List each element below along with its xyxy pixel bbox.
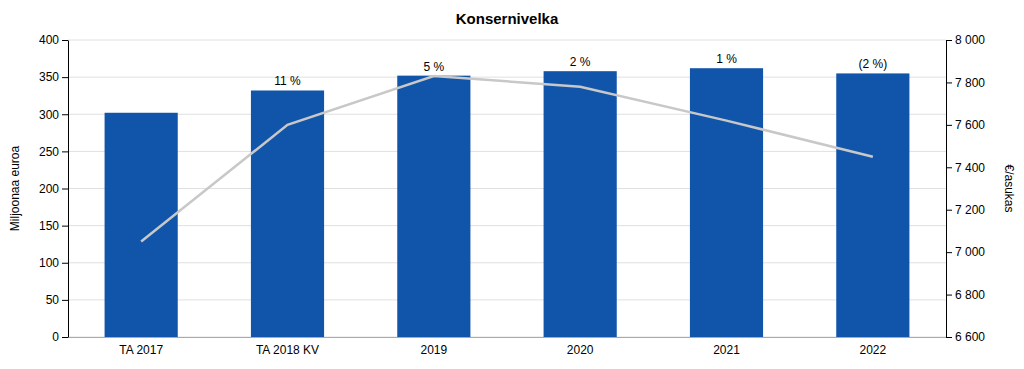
y-tick-mark	[62, 40, 68, 41]
grid-line	[68, 188, 946, 189]
y-tick-label: 300	[39, 108, 59, 122]
x-axis: TA 2017 TA 2018 KV 2019 2020 2021 2022	[69, 338, 947, 357]
y-axis-line	[68, 41, 69, 338]
bar-annotation: 1 %	[716, 52, 737, 66]
y2-tick: 7 200	[946, 203, 985, 217]
y2-tick-mark	[946, 337, 952, 338]
y2-tick-label: 6 600	[955, 330, 985, 344]
grid-line	[68, 114, 946, 115]
line	[141, 76, 873, 241]
y2-tick: 7 800	[946, 76, 985, 90]
y2-axis: 6 600 6 800 7 000 7 200 7 400 7 600 7 800 8 000	[946, 33, 985, 344]
bar	[397, 76, 470, 337]
y-tick-label: 150	[39, 219, 59, 233]
x-tick: 2021	[713, 343, 740, 357]
y2-tick-label: 8 000	[955, 33, 985, 47]
x-tick-label: TA 2018 KV	[256, 343, 319, 357]
y-tick-mark	[62, 77, 68, 78]
x-tick-label: 2021	[713, 343, 740, 357]
y2-tick-mark	[946, 167, 952, 168]
y-tick-label: 0	[52, 330, 59, 344]
title: Konsernivelka	[456, 10, 559, 27]
x-tick-label: TA 2017	[119, 343, 163, 357]
y-tick-mark	[62, 189, 68, 190]
x-tick-label: 2020	[567, 343, 594, 357]
marks	[105, 68, 910, 337]
y2-tick: 7 000	[946, 245, 985, 259]
bar	[544, 71, 617, 337]
y-tick-mark	[62, 337, 68, 338]
y-tick: 300	[39, 108, 68, 122]
y2-tick-mark	[946, 252, 952, 253]
y2-axis-line	[946, 41, 947, 338]
y-tick: 50	[46, 293, 68, 307]
y-tick-label: 250	[39, 145, 59, 159]
bar-annotation: (2 %)	[858, 57, 887, 71]
y-tick: 350	[39, 70, 68, 84]
grid-line	[68, 337, 946, 338]
y2-tick-label: 7 800	[955, 76, 985, 90]
y-tick: 100	[39, 256, 68, 270]
bar-annotation: 11 %	[274, 74, 301, 88]
bar	[251, 90, 324, 337]
grid-line	[68, 40, 946, 41]
y-tick-mark	[62, 263, 68, 264]
y2-tick-label: 7 600	[955, 118, 985, 132]
y2-tick-mark	[946, 125, 952, 126]
y2-tick-mark	[946, 295, 952, 296]
grid-line	[68, 151, 946, 152]
y2-tick: 6 600	[946, 330, 985, 344]
y2-tick-mark	[946, 82, 952, 83]
x-tick-label: 2019	[420, 343, 447, 357]
y2-tick-label: 7 000	[955, 245, 985, 259]
bar-annotation: 2 %	[570, 55, 591, 69]
y2-tick-label: 7 400	[955, 161, 985, 175]
x-tick: TA 2018 KV	[256, 343, 319, 357]
grid	[68, 40, 946, 337]
y-tick-mark	[62, 226, 68, 227]
bar	[690, 68, 763, 337]
y2-tick-mark	[946, 210, 952, 211]
y2-tick: 7 600	[946, 118, 985, 132]
bar	[836, 73, 909, 337]
y2-tick: 6 800	[946, 288, 985, 302]
y-axis: 0 50 100 150 200 250 300 350 400	[39, 33, 69, 344]
bar	[105, 113, 178, 337]
y-tick: 0	[52, 330, 68, 344]
y-tick: 400	[39, 33, 68, 47]
y2-tick-label: 7 200	[955, 203, 985, 217]
x-tick: TA 2017	[119, 343, 163, 357]
grid-line	[68, 262, 946, 263]
y-tick-label: 200	[39, 182, 59, 196]
y-tick-label: 400	[39, 33, 59, 47]
y-tick: 200	[39, 182, 68, 196]
grid-line	[68, 299, 946, 300]
x-tick: 2020	[567, 343, 594, 357]
y2-tick: 8 000	[946, 33, 985, 47]
y2-tick-label: 6 800	[955, 288, 985, 302]
y-tick-mark	[62, 114, 68, 115]
y2-tick: 7 400	[946, 161, 985, 175]
y-tick-label: 100	[39, 256, 59, 270]
y2-tick-mark	[946, 40, 952, 41]
y-tick-label: 50	[46, 293, 60, 307]
y-tick: 150	[39, 219, 68, 233]
x-tick-label: 2022	[859, 343, 886, 357]
chart: 11 % 5 % 2 % 1 % (2 %) TA 2017 TA 2018 KV 2019 2…	[0, 0, 1024, 369]
annotations: 11 % 5 % 2 % 1 % (2 %)	[274, 52, 887, 88]
x-tick: 2019	[420, 343, 447, 357]
x-axis-line	[69, 337, 947, 338]
grid-line	[68, 77, 946, 78]
x-tick: 2022	[859, 343, 886, 357]
y-tick-mark	[62, 151, 68, 152]
y-tick: 250	[39, 145, 68, 159]
y-tick-mark	[62, 300, 68, 301]
bar-annotation: 5 %	[423, 60, 444, 74]
y2-axis-title: €/asukas	[1002, 164, 1016, 212]
y-tick-label: 350	[39, 70, 59, 84]
plot: 11 % 5 % 2 % 1 % (2 %) TA 2017 TA 2018 KV 2019 2…	[39, 33, 985, 356]
y-axis-title: Miljoonaa euroa	[8, 145, 22, 231]
grid-line	[68, 225, 946, 226]
